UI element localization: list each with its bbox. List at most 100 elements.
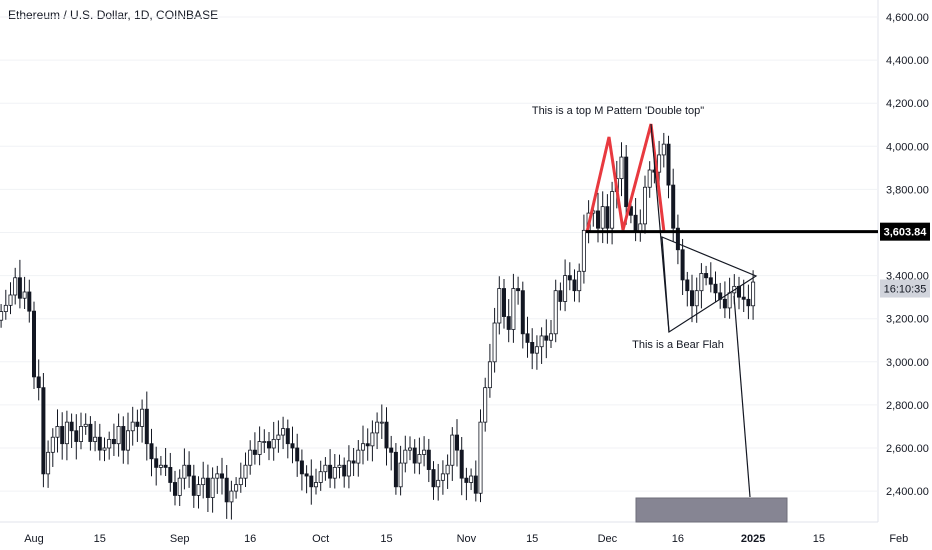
time-tick-label: Aug xyxy=(24,533,44,545)
candle xyxy=(657,140,662,185)
price-tick-label: 2,600.00 xyxy=(886,443,929,455)
candle xyxy=(32,301,37,389)
candle xyxy=(478,409,483,503)
candle xyxy=(187,451,192,488)
candle xyxy=(8,282,13,315)
candle xyxy=(41,373,46,488)
candle xyxy=(581,214,586,284)
candle xyxy=(116,413,121,457)
candle xyxy=(224,465,229,519)
candle xyxy=(60,412,65,460)
candle xyxy=(191,464,196,508)
double-top-line xyxy=(585,123,666,233)
candle xyxy=(384,407,389,466)
candle xyxy=(121,416,126,464)
candle xyxy=(563,259,568,312)
time-tick-label: Oct xyxy=(312,533,329,545)
time-tick-label: 2025 xyxy=(741,533,765,545)
candle xyxy=(271,421,276,461)
candle xyxy=(257,426,262,466)
candle xyxy=(671,168,676,242)
candle xyxy=(690,274,695,323)
candle xyxy=(727,277,732,319)
candle xyxy=(464,467,469,501)
candle xyxy=(539,327,544,364)
candle xyxy=(534,335,539,370)
candle xyxy=(520,281,525,349)
candle xyxy=(365,428,370,461)
time-tick-label: Dec xyxy=(598,533,618,545)
candle xyxy=(342,457,347,488)
candle xyxy=(281,416,286,450)
candle xyxy=(3,289,8,320)
candle xyxy=(135,409,140,442)
candle xyxy=(234,477,239,499)
price-tick-label: 4,200.00 xyxy=(886,98,929,110)
candle xyxy=(708,262,713,293)
candle xyxy=(149,428,154,477)
candle xyxy=(459,437,464,496)
candle xyxy=(69,413,74,448)
time-tick-label: Feb xyxy=(889,533,908,545)
candle xyxy=(215,465,220,494)
candle xyxy=(525,316,530,358)
candle xyxy=(600,191,605,244)
candle xyxy=(356,440,361,477)
candle xyxy=(516,276,521,305)
candle xyxy=(483,377,488,432)
candle xyxy=(88,416,93,451)
candle xyxy=(473,460,478,502)
candle xyxy=(140,399,145,443)
candle xyxy=(266,432,271,461)
candle xyxy=(713,271,718,302)
candle xyxy=(567,262,572,291)
candle xyxy=(501,279,506,329)
candle xyxy=(596,192,601,243)
annotation-bear-flag: This is a Bear Flah xyxy=(632,339,724,351)
candle xyxy=(624,145,629,225)
candle xyxy=(403,435,408,473)
candles xyxy=(0,132,756,520)
candle xyxy=(661,132,666,168)
candle xyxy=(741,279,746,313)
candle xyxy=(107,431,112,460)
time-tick-label: 15 xyxy=(94,533,106,545)
bear-flag-triangle xyxy=(661,236,758,334)
candle xyxy=(445,454,450,489)
price-axis[interactable]: 4,600.00 4,400.00 4,200.00 4,000.00 3,800.00… xyxy=(886,12,929,498)
candle xyxy=(102,437,107,462)
candle xyxy=(182,448,187,490)
candle xyxy=(469,468,474,491)
candle xyxy=(295,433,300,477)
candle xyxy=(426,438,431,483)
candle xyxy=(605,194,610,244)
candle xyxy=(229,480,234,520)
candle xyxy=(666,135,671,199)
candle xyxy=(553,279,558,343)
candle xyxy=(440,460,445,495)
candle xyxy=(0,304,4,328)
candle xyxy=(346,445,351,489)
candle xyxy=(577,263,582,303)
price-tick-label: 2,400.00 xyxy=(886,486,929,498)
candle xyxy=(737,276,742,310)
chart-title: Ethereum / U.S. Dollar, 1D, COINBASE xyxy=(8,8,219,22)
candle xyxy=(168,452,173,492)
candle xyxy=(55,409,60,453)
candle xyxy=(393,443,398,495)
candle xyxy=(64,410,69,461)
candle xyxy=(219,457,224,495)
price-tick-label: 4,600.00 xyxy=(886,12,929,24)
drawings: This is a top M Pattern 'Double top" This… xyxy=(532,105,878,523)
price-tick-label: 2,800.00 xyxy=(886,400,929,412)
candle xyxy=(238,462,243,493)
candle xyxy=(422,436,427,467)
candle xyxy=(487,343,492,398)
candle xyxy=(379,404,384,439)
candle xyxy=(549,319,554,349)
candle xyxy=(17,259,22,309)
time-axis[interactable]: Aug 15 Sep 16 Oct 15 Nov 15 Dec 16 2025 15 Feb xyxy=(24,533,908,545)
target-zone xyxy=(635,497,788,523)
candle xyxy=(746,284,751,320)
